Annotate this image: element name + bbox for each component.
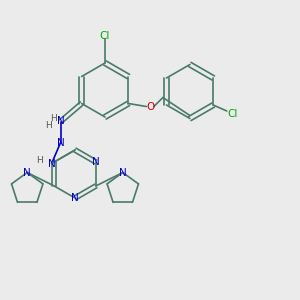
Text: Cl: Cl bbox=[228, 109, 238, 119]
Text: N: N bbox=[119, 167, 127, 178]
Text: O: O bbox=[147, 101, 155, 112]
Text: Cl: Cl bbox=[100, 31, 110, 41]
Text: H: H bbox=[45, 122, 52, 130]
Text: N: N bbox=[57, 116, 64, 127]
Text: N: N bbox=[92, 157, 100, 167]
Text: H: H bbox=[36, 156, 43, 165]
Text: N: N bbox=[48, 158, 56, 169]
Text: N: N bbox=[71, 193, 79, 203]
Text: N: N bbox=[23, 167, 31, 178]
Text: H: H bbox=[50, 114, 56, 123]
Text: N: N bbox=[57, 137, 64, 148]
